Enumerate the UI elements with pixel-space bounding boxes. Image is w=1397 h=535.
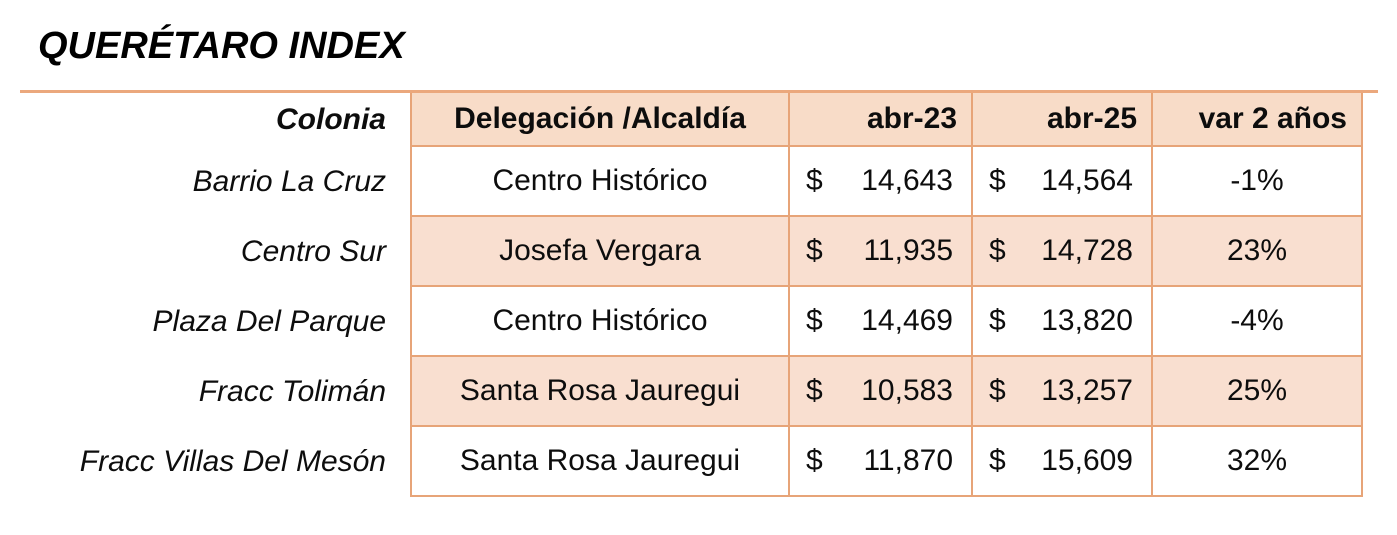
amount: 14,469	[861, 304, 953, 337]
currency-symbol: $	[806, 164, 823, 197]
cell-var: 25%	[1153, 357, 1363, 427]
col-header-abr-23: abr-23	[790, 93, 973, 147]
queretaro-index-table: Colonia Delegación /Alcaldía abr-23 abr-…	[20, 93, 1363, 497]
amount: 15,609	[1041, 444, 1133, 477]
currency-symbol: $	[989, 304, 1006, 337]
cell-colonia: Barrio La Cruz	[192, 165, 386, 198]
cell-colonia: Fracc Villas Del Mesón	[79, 445, 386, 478]
amount: 13,820	[1041, 304, 1133, 337]
cell-abr23: $ 14,643	[790, 147, 973, 217]
cell-abr23: $ 14,469	[790, 287, 973, 357]
amount: 14,564	[1041, 164, 1133, 197]
currency-symbol: $	[989, 374, 1006, 407]
currency-symbol: $	[806, 444, 823, 477]
cell-abr25: $ 13,820	[973, 287, 1153, 357]
amount: 11,935	[863, 234, 953, 267]
col-header-var-2-anos: var 2 años	[1153, 93, 1363, 147]
cell-delegacion: Josefa Vergara	[410, 217, 790, 287]
cell-abr25: $ 15,609	[973, 427, 1153, 497]
col-header-colonia: Colonia	[276, 103, 386, 136]
cell-colonia: Centro Sur	[240, 235, 386, 268]
amount: 10,583	[861, 374, 953, 407]
currency-symbol: $	[989, 234, 1006, 267]
cell-delegacion: Centro Histórico	[410, 287, 790, 357]
amount: 13,257	[1041, 374, 1133, 407]
title-divider	[20, 90, 1378, 93]
cell-abr23: $ 11,870	[790, 427, 973, 497]
cell-abr23: $ 11,935	[790, 217, 973, 287]
currency-symbol: $	[989, 444, 1006, 477]
cell-delegacion: Santa Rosa Jauregui	[410, 357, 790, 427]
cell-abr25: $ 13,257	[973, 357, 1153, 427]
cell-var: 32%	[1153, 427, 1363, 497]
currency-symbol: $	[989, 164, 1006, 197]
cell-var: -1%	[1153, 147, 1363, 217]
amount: 11,870	[863, 444, 953, 477]
col-header-abr-25: abr-25	[973, 93, 1153, 147]
cell-abr25: $ 14,564	[973, 147, 1153, 217]
currency-symbol: $	[806, 374, 823, 407]
amount: 14,643	[861, 164, 953, 197]
cell-var: 23%	[1153, 217, 1363, 287]
cell-delegacion: Santa Rosa Jauregui	[410, 427, 790, 497]
currency-symbol: $	[806, 234, 823, 267]
cell-delegacion: Centro Histórico	[410, 147, 790, 217]
cell-colonia: Fracc Tolimán	[198, 375, 386, 408]
cell-abr23: $ 10,583	[790, 357, 973, 427]
amount: 14,728	[1041, 234, 1133, 267]
cell-var: -4%	[1153, 287, 1363, 357]
col-header-delegacion: Delegación /Alcaldía	[410, 93, 790, 147]
currency-symbol: $	[806, 304, 823, 337]
cell-colonia: Plaza Del Parque	[152, 305, 386, 338]
cell-abr25: $ 14,728	[973, 217, 1153, 287]
page-title: QUERÉTARO INDEX	[38, 25, 405, 67]
